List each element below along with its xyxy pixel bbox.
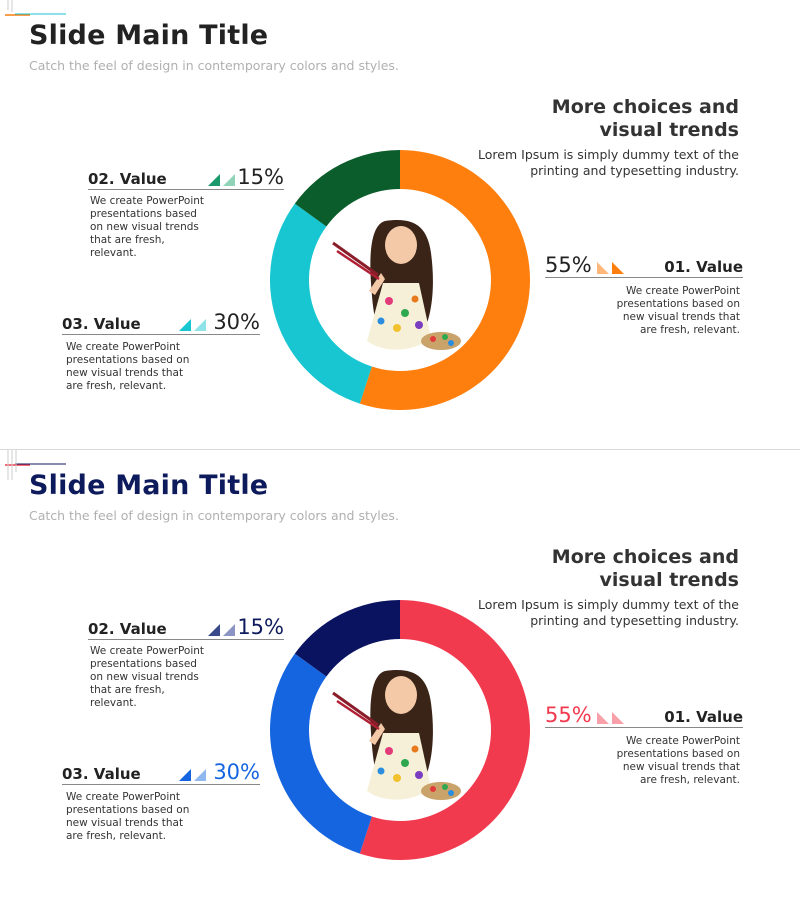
value-01-description: We create PowerPoint presentations based… <box>600 285 740 337</box>
desc-line: presentations based on <box>66 354 190 366</box>
girl-photo <box>332 220 461 350</box>
value-02-description: We create PowerPoint presentations based… <box>90 645 220 710</box>
value-03-percent: 30% <box>213 310 260 334</box>
right-description: Lorem Ipsum is simply dummy text of the … <box>469 597 739 629</box>
value-03-percent: 30% <box>213 760 260 784</box>
desc-line: relevant. <box>90 247 137 259</box>
right-description: Lorem Ipsum is simply dummy text of the … <box>469 147 739 179</box>
desc-line: new visual trends that <box>622 761 740 773</box>
value-02-label: 02. Value <box>88 170 167 188</box>
triangle-icon <box>179 769 206 781</box>
right-heading-line-1: More choices and <box>551 546 739 568</box>
right-heading-line-2: visual trends <box>599 569 739 591</box>
donut-slice-01-value <box>359 600 530 860</box>
desc-line: are fresh, relevant. <box>639 774 740 786</box>
triangle-icon <box>597 262 624 274</box>
page-title: Slide Main Title <box>29 470 269 501</box>
desc-line: relevant. <box>90 697 137 709</box>
donut-slice-02-value <box>294 150 400 227</box>
value-01-label: 01. Value <box>664 708 743 726</box>
desc-line: We create PowerPoint <box>625 285 740 297</box>
desc-line: We create PowerPoint <box>90 195 205 207</box>
desc-line: are fresh, relevant. <box>639 324 740 336</box>
desc-line: presentations based on <box>616 748 740 760</box>
desc-line: new visual trends that <box>66 367 184 379</box>
desc-line: We create PowerPoint <box>66 341 181 353</box>
girl-photo <box>332 670 461 800</box>
value-03-block: 03. Value 30% <box>62 310 260 335</box>
value-01-percent: 55% <box>545 703 592 727</box>
triangle-icon <box>208 174 235 186</box>
right-desc-line-1: Lorem Ipsum is simply dummy text of the <box>478 147 739 162</box>
triangle-icon <box>208 624 235 636</box>
value-02-percent: 15% <box>237 165 284 189</box>
value-03-description: We create PowerPoint presentations based… <box>66 791 206 843</box>
value-02-percent: 15% <box>237 615 284 639</box>
right-heading-line-2: visual trends <box>599 119 739 141</box>
value-02-label: 02. Value <box>88 620 167 638</box>
donut-chart <box>270 600 530 860</box>
value-01-description: We create PowerPoint presentations based… <box>600 735 740 787</box>
right-desc-line-2: printing and typesetting industry. <box>530 613 739 628</box>
desc-line: are fresh, relevant. <box>66 830 167 842</box>
page-title: Slide Main Title <box>29 20 269 51</box>
value-02-block: 02. Value 15% <box>88 165 284 190</box>
donut-slice-02-value <box>294 600 400 677</box>
value-01-percent: 55% <box>545 253 592 277</box>
corner-decoration <box>5 450 66 480</box>
value-01-block: 55% 01. Value <box>545 703 743 728</box>
desc-line: We create PowerPoint <box>66 791 181 803</box>
donut-slice-03-value <box>270 203 372 404</box>
page-subtitle: Catch the feel of design in contemporary… <box>29 508 399 523</box>
value-03-description: We create PowerPoint presentations based… <box>66 341 206 393</box>
triangle-icon <box>597 712 624 724</box>
right-heading: More choices and visual trends <box>479 546 739 592</box>
value-01-label: 01. Value <box>664 258 743 276</box>
desc-line: on new visual trends <box>90 221 199 233</box>
triangle-icon <box>179 319 206 331</box>
desc-line: presentations based on <box>616 298 740 310</box>
right-heading-line-1: More choices and <box>551 96 739 118</box>
page-subtitle: Catch the feel of design in contemporary… <box>29 58 399 73</box>
corner-decoration <box>5 0 66 16</box>
right-desc-line-1: Lorem Ipsum is simply dummy text of the <box>478 597 739 612</box>
donut-chart <box>270 150 530 410</box>
desc-line: that are fresh, <box>90 234 165 246</box>
desc-line: new visual trends that <box>66 817 184 829</box>
donut-slice-03-value <box>270 653 372 854</box>
desc-line: that are fresh, <box>90 684 165 696</box>
desc-line: We create PowerPoint <box>90 645 205 657</box>
right-heading: More choices and visual trends <box>479 96 739 142</box>
desc-line: We create PowerPoint <box>625 735 740 747</box>
desc-line: presentations based <box>90 658 197 670</box>
slide-2: Slide Main Title Catch the feel of desig… <box>0 450 800 900</box>
desc-line: presentations based <box>90 208 197 220</box>
desc-line: new visual trends that <box>622 311 740 323</box>
right-desc-line-2: printing and typesetting industry. <box>530 163 739 178</box>
desc-line: on new visual trends <box>90 671 199 683</box>
value-03-label: 03. Value <box>62 315 141 333</box>
desc-line: are fresh, relevant. <box>66 380 167 392</box>
value-02-block: 02. Value 15% <box>88 615 284 640</box>
value-02-description: We create PowerPoint presentations based… <box>90 195 220 260</box>
donut-slice-01-value <box>359 150 530 410</box>
slide-1: Slide Main Title Catch the feel of desig… <box>5 0 743 410</box>
value-03-block: 03. Value 30% <box>62 760 260 785</box>
desc-line: presentations based on <box>66 804 190 816</box>
value-01-block: 55% 01. Value <box>545 253 743 278</box>
value-03-label: 03. Value <box>62 765 141 783</box>
